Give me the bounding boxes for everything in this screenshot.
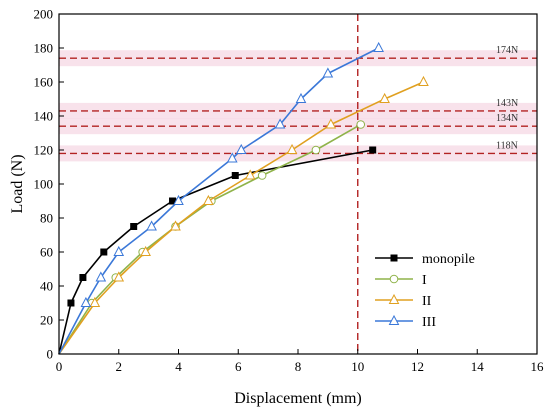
legend-label-1: I [422, 273, 427, 288]
series-line-3 [58, 47, 380, 355]
y-tick-label-0: 0 [47, 347, 54, 362]
y-tick-label-3: 60 [40, 245, 53, 260]
series-0 [58, 146, 377, 355]
series-3-point-9 [295, 92, 307, 103]
series-1-point-7 [311, 145, 321, 155]
x-tick-label-8: 16 [531, 359, 545, 374]
series-0-point-7 [369, 146, 377, 154]
series-3-point-6 [226, 152, 238, 163]
x-tick-label-2: 4 [175, 359, 182, 374]
reference-label-1: 143N [496, 98, 518, 109]
series-3-point-1 [80, 296, 92, 307]
reference-band-1 [59, 102, 537, 119]
y-tick-label-9: 180 [34, 41, 54, 56]
y-tick-label-7: 140 [34, 109, 54, 124]
series-0-point-4 [130, 223, 138, 230]
series-line-0 [58, 149, 373, 355]
y-tick-label-6: 120 [34, 143, 54, 158]
series-2-point-5 [203, 194, 214, 205]
series-2-point-1 [89, 296, 101, 307]
reference-bands [59, 50, 537, 162]
legend-marker-2 [388, 293, 400, 304]
x-tick-label-3: 6 [235, 359, 242, 374]
series-0-point-3 [100, 248, 108, 256]
x-tick-label-6: 12 [411, 359, 424, 374]
x-tick-label-5: 10 [351, 359, 364, 374]
reference-lines [59, 14, 537, 354]
series-2-point-4 [170, 220, 181, 231]
x-axis-title: Displacement (mm) [234, 390, 362, 407]
y-axis-title: Load (N) [9, 154, 26, 213]
series-0-point-5 [169, 197, 177, 205]
y-tick-label-2: 40 [40, 279, 53, 294]
reference-band-2 [59, 118, 537, 135]
x-tick-label-1: 2 [116, 359, 123, 374]
series-3-point-3 [113, 245, 125, 256]
series-2-point-6 [244, 169, 256, 180]
series-3-point-2 [95, 271, 107, 282]
reference-label-0: 174N [496, 45, 518, 56]
reference-labels: 174N 143N 134N 118N [496, 45, 518, 151]
series-3-point-10 [322, 67, 334, 78]
legend-label-3: III [422, 315, 436, 330]
series-1-point-8 [356, 120, 366, 129]
series-2-point-7 [286, 143, 298, 154]
series-2 [58, 75, 429, 355]
reference-label-3: 118N [496, 140, 518, 151]
series-3-point-8 [274, 118, 286, 129]
series-3-point-11 [373, 41, 384, 52]
y-tick-label-8: 160 [34, 75, 54, 90]
reference-band-0 [59, 50, 537, 67]
x-tick-label-0: 0 [56, 359, 63, 374]
series-0-point-1 [67, 299, 75, 307]
legend-marker-0 [390, 254, 398, 262]
y-tick-label-10: 200 [34, 7, 54, 22]
series-3 [58, 41, 384, 355]
series-3-point-7 [235, 143, 247, 154]
x-tick-label-7: 14 [471, 359, 485, 374]
x-tick-label-4: 8 [295, 359, 302, 374]
series-group [58, 41, 429, 355]
series-3-point-5 [173, 194, 184, 205]
series-2-point-10 [418, 75, 429, 86]
legend-label-2: II [422, 294, 432, 309]
series-1-point-6 [257, 171, 267, 180]
y-tick-label-4: 80 [40, 211, 53, 226]
series-2-point-3 [140, 245, 151, 256]
legend-label-0: monopile [422, 252, 475, 267]
series-2-point-8 [325, 118, 337, 129]
reference-label-2: 134N [496, 113, 518, 124]
series-2-point-2 [113, 271, 125, 282]
y-tick-label-1: 20 [40, 313, 53, 328]
series-2-point-9 [379, 92, 390, 103]
series-0-point-6 [231, 172, 239, 179]
reference-band-3 [59, 145, 537, 162]
series-3-point-4 [146, 220, 157, 231]
legend-marker-1 [389, 274, 399, 284]
y-tick-label-5: 100 [34, 177, 54, 192]
series-0-point-2 [79, 274, 87, 281]
legend-marker-3 [388, 314, 400, 325]
